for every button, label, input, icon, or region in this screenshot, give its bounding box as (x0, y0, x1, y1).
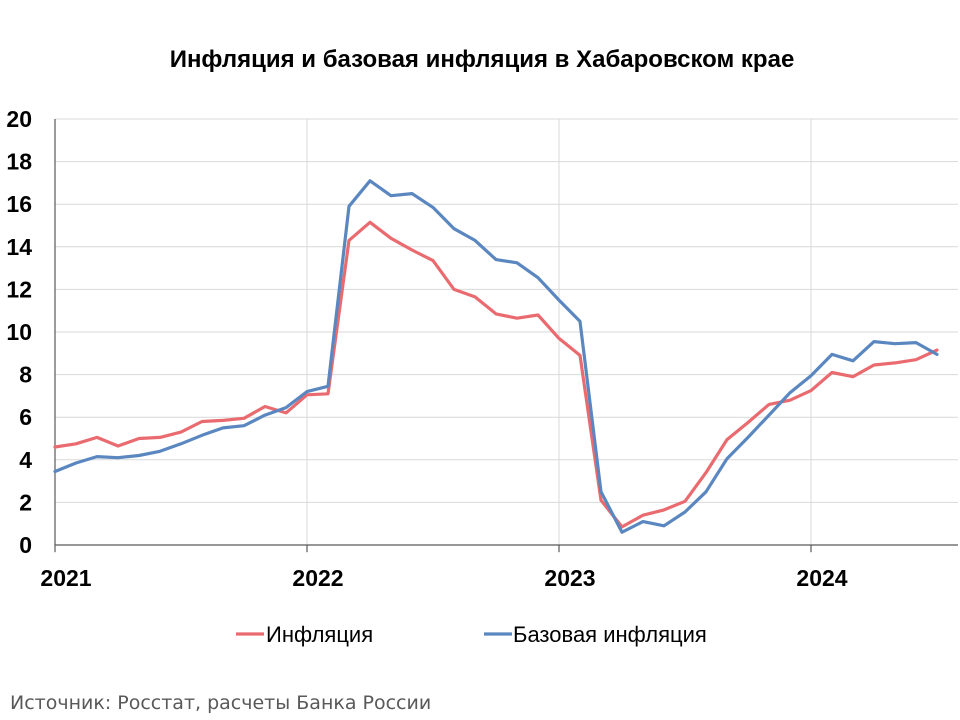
legend: Инфляция Базовая инфляция (236, 622, 707, 647)
y-tick-label: 8 (19, 362, 32, 388)
x-tick-label: 2022 (292, 565, 343, 591)
y-tick-label: 18 (6, 149, 32, 175)
x-tick-label: 2021 (40, 565, 91, 591)
y-tick-label: 4 (19, 447, 32, 473)
chart-title: Инфляция и базовая инфляция в Хабаровско… (170, 46, 795, 73)
legend-label-0: Инфляция (266, 622, 373, 647)
y-tick-label: 10 (6, 319, 32, 345)
x-tick-label: 2024 (796, 565, 847, 591)
chart-svg: Инфляция и базовая инфляция в Хабаровско… (6, 46, 958, 647)
y-tick-label: 14 (6, 234, 32, 260)
series-lines (53, 179, 939, 534)
y-tick-label: 20 (6, 106, 32, 132)
gridlines (54, 118, 958, 553)
source-note: Источник: Росстат, расчеты Банка России (10, 692, 432, 714)
y-tick-label: 6 (19, 404, 32, 430)
y-tick-label: 12 (6, 276, 32, 302)
x-tick-labels: 2021 2022 2023 2024 (40, 565, 847, 591)
y-tick-label: 16 (6, 191, 32, 217)
y-tick-label: 2 (19, 489, 32, 515)
series-line-0 (53, 220, 939, 529)
y-tick-labels: 0 2 4 6 8 10 12 14 16 18 20 (6, 106, 32, 558)
axes (54, 119, 958, 552)
series-line-1 (53, 179, 939, 534)
legend-label-1: Базовая инфляция (513, 622, 707, 647)
y-tick-label: 0 (19, 532, 32, 558)
x-tick-label: 2023 (544, 565, 595, 591)
